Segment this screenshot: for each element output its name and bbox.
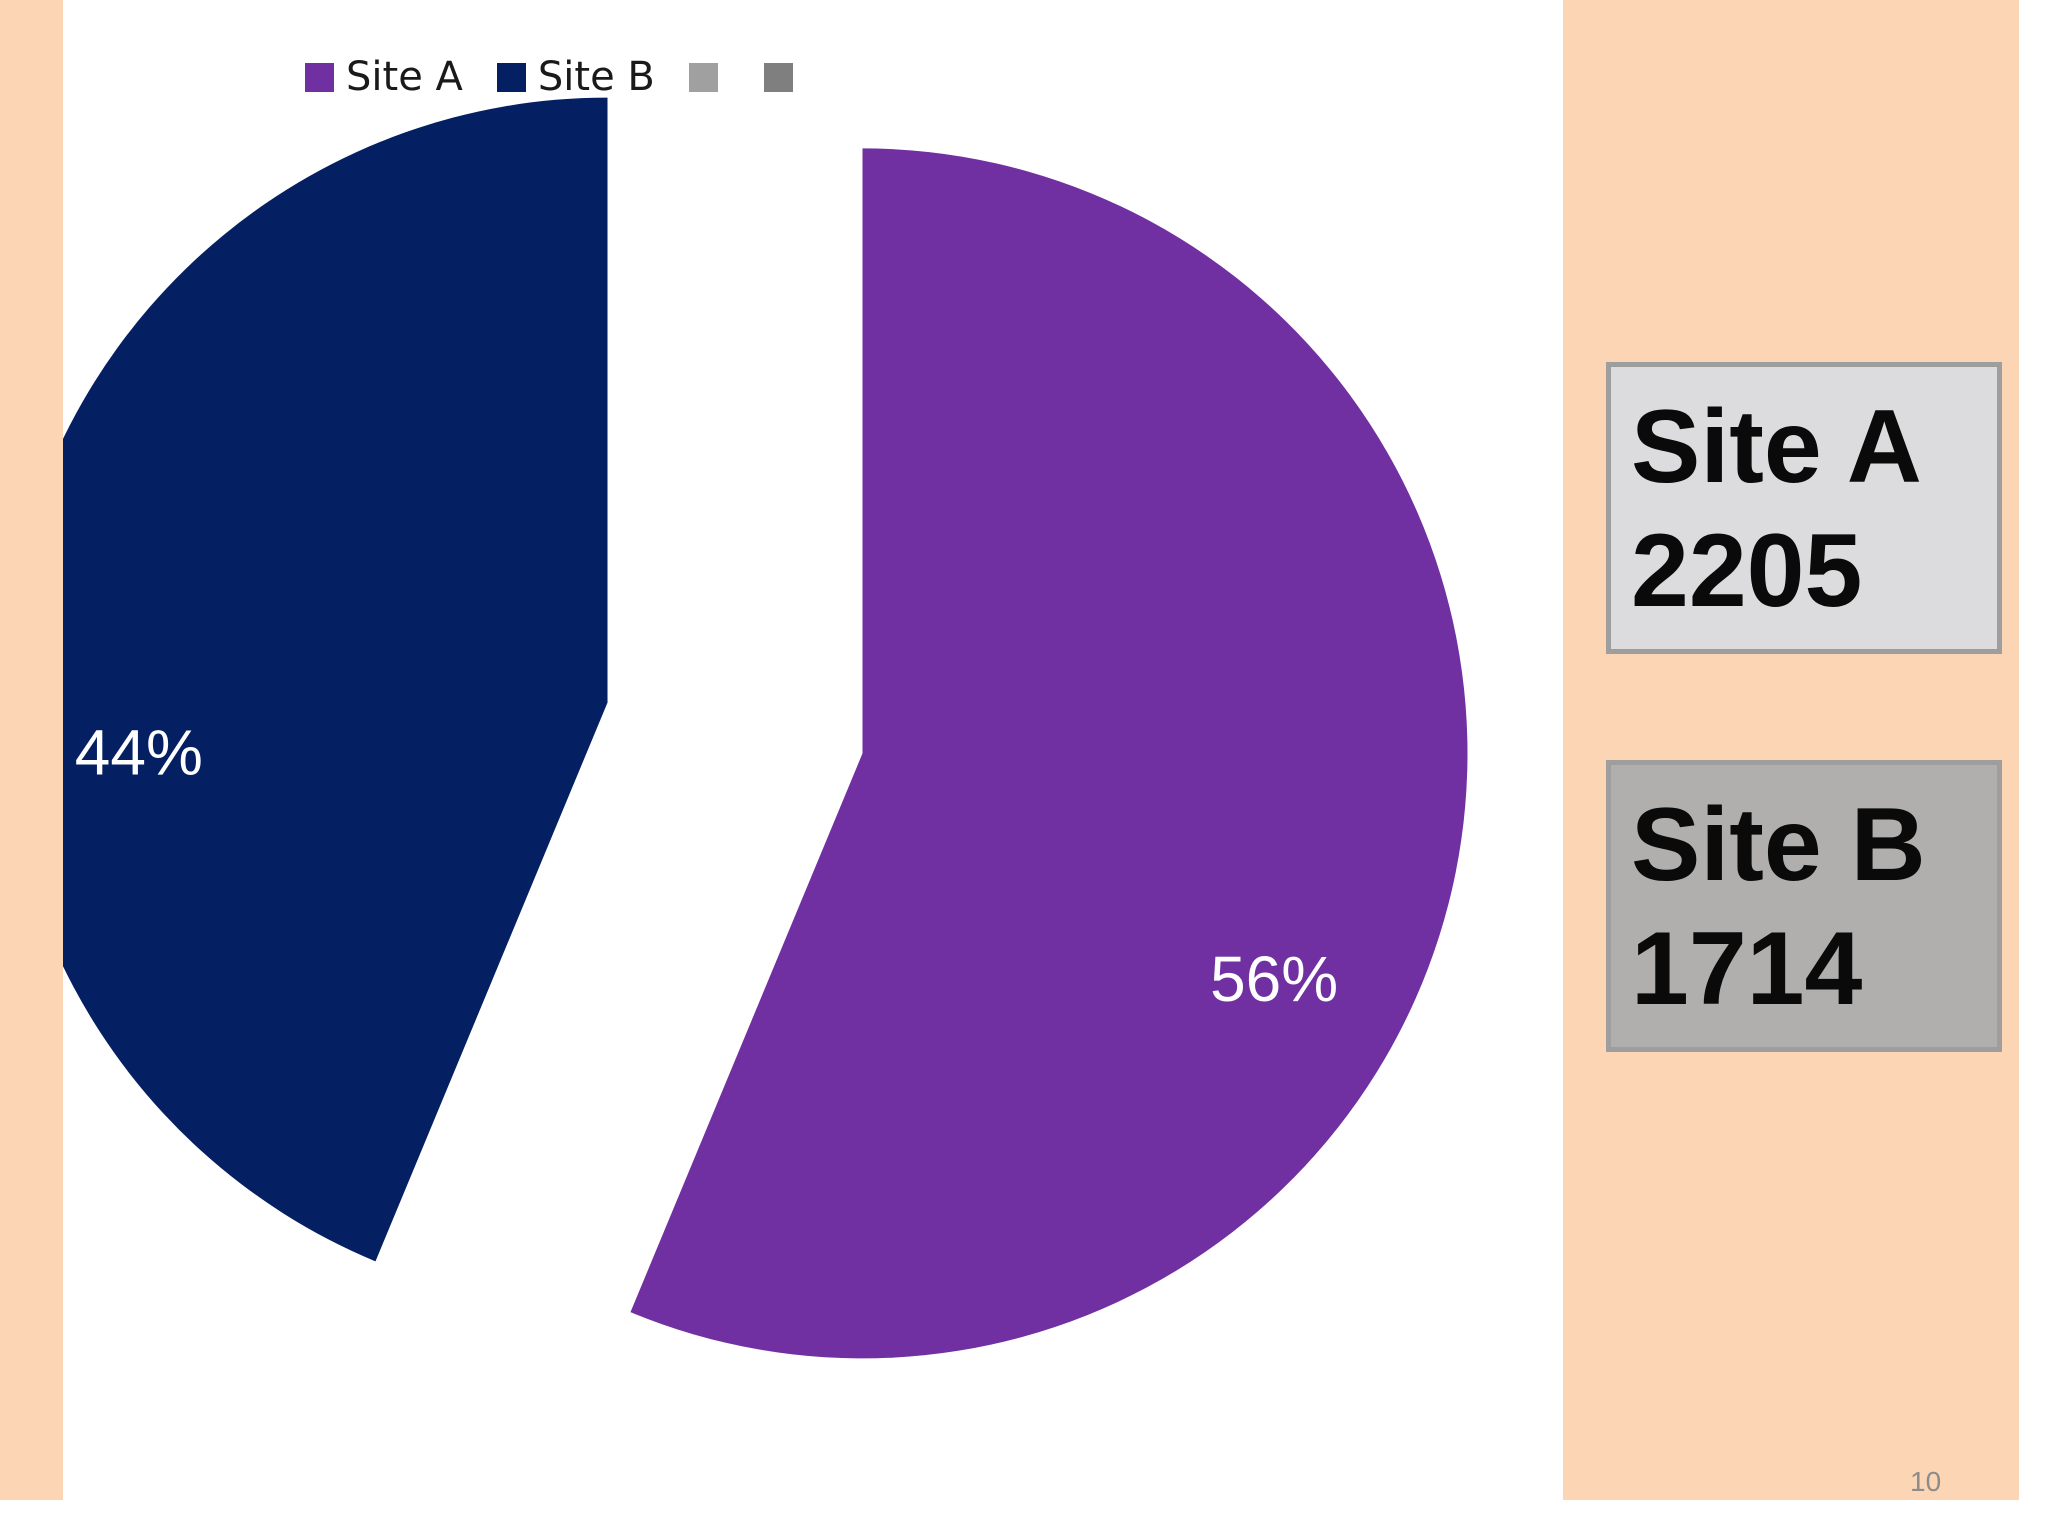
site-a-total-box: Site A 2205 (1606, 362, 2002, 654)
pie-slice-site-b (63, 97, 608, 1262)
bottom-margin (0, 1500, 2048, 1536)
chart-legend: Site A Site B (305, 52, 839, 102)
site-a-box-value: 2205 (1631, 513, 1863, 629)
site-a-box-name: Site A (1631, 389, 1922, 505)
legend-swatch-unnamed-1 (688, 62, 718, 92)
pie-slice-site-a (630, 148, 1468, 1359)
site-b-box-value: 1714 (1631, 911, 1863, 1027)
right-accent-panel (1563, 0, 2019, 1500)
pie-chart-area: 56% 44% (63, 0, 1563, 1500)
legend-swatch-site-a (305, 62, 334, 92)
pie-label-site-b: 44% (75, 717, 203, 789)
legend-item-site-b: Site B (496, 54, 655, 100)
legend-label-site-b: Site B (537, 54, 655, 100)
legend-swatch-unnamed-2 (763, 62, 793, 92)
left-accent-strip (0, 0, 63, 1500)
legend-item-unnamed-1 (688, 62, 728, 92)
pie-label-site-a: 56% (1210, 943, 1338, 1015)
site-b-total-box: Site B 1714 (1606, 760, 2002, 1052)
pie-chart: 56% 44% (63, 97, 1468, 1359)
legend-label-site-a: Site A (346, 54, 463, 100)
legend-item-site-a: Site A (305, 57, 463, 97)
legend-item-unnamed-2 (763, 62, 803, 92)
page-number: 10 (1910, 1466, 1942, 1497)
legend-swatch-site-b (496, 62, 526, 92)
site-b-box-name: Site B (1631, 787, 1926, 903)
